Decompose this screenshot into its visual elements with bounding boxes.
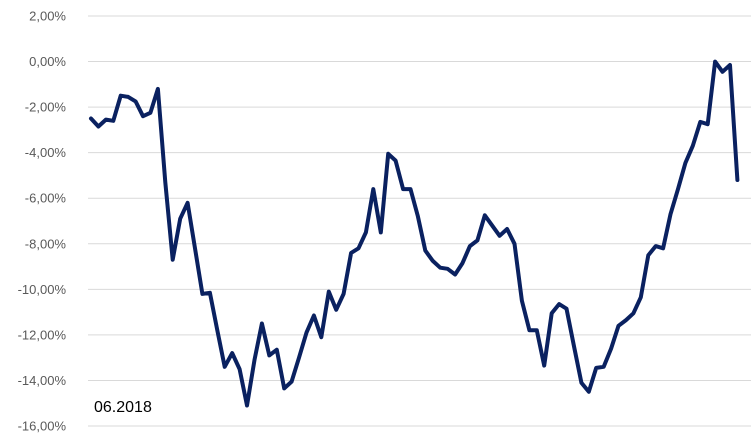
series-line <box>89 59 740 408</box>
y-axis-ticks: 2,00% 0,00% -2,00% -4,00% -6,00% -8,00% -10,00… <box>18 9 67 434</box>
x-tick-label: 06.2018 <box>94 399 152 416</box>
y-tick-label: -2,00% <box>25 100 67 115</box>
y-tick-label: -10,00% <box>18 282 67 297</box>
y-tick-label: -16,00% <box>18 419 67 434</box>
x-axis-ticks: 06.201802.2020 <box>94 399 152 416</box>
y-tick-label: 0,00% <box>29 54 66 69</box>
y-tick-label: 2,00% <box>29 9 66 24</box>
y-tick-label: -12,00% <box>18 327 67 342</box>
y-tick-label: -4,00% <box>25 145 67 160</box>
series-layer <box>89 59 740 408</box>
y-tick-label: -6,00% <box>25 191 67 206</box>
y-tick-label: -8,00% <box>25 236 67 251</box>
gridlines <box>88 15 751 427</box>
y-tick-label: -14,00% <box>18 373 67 388</box>
